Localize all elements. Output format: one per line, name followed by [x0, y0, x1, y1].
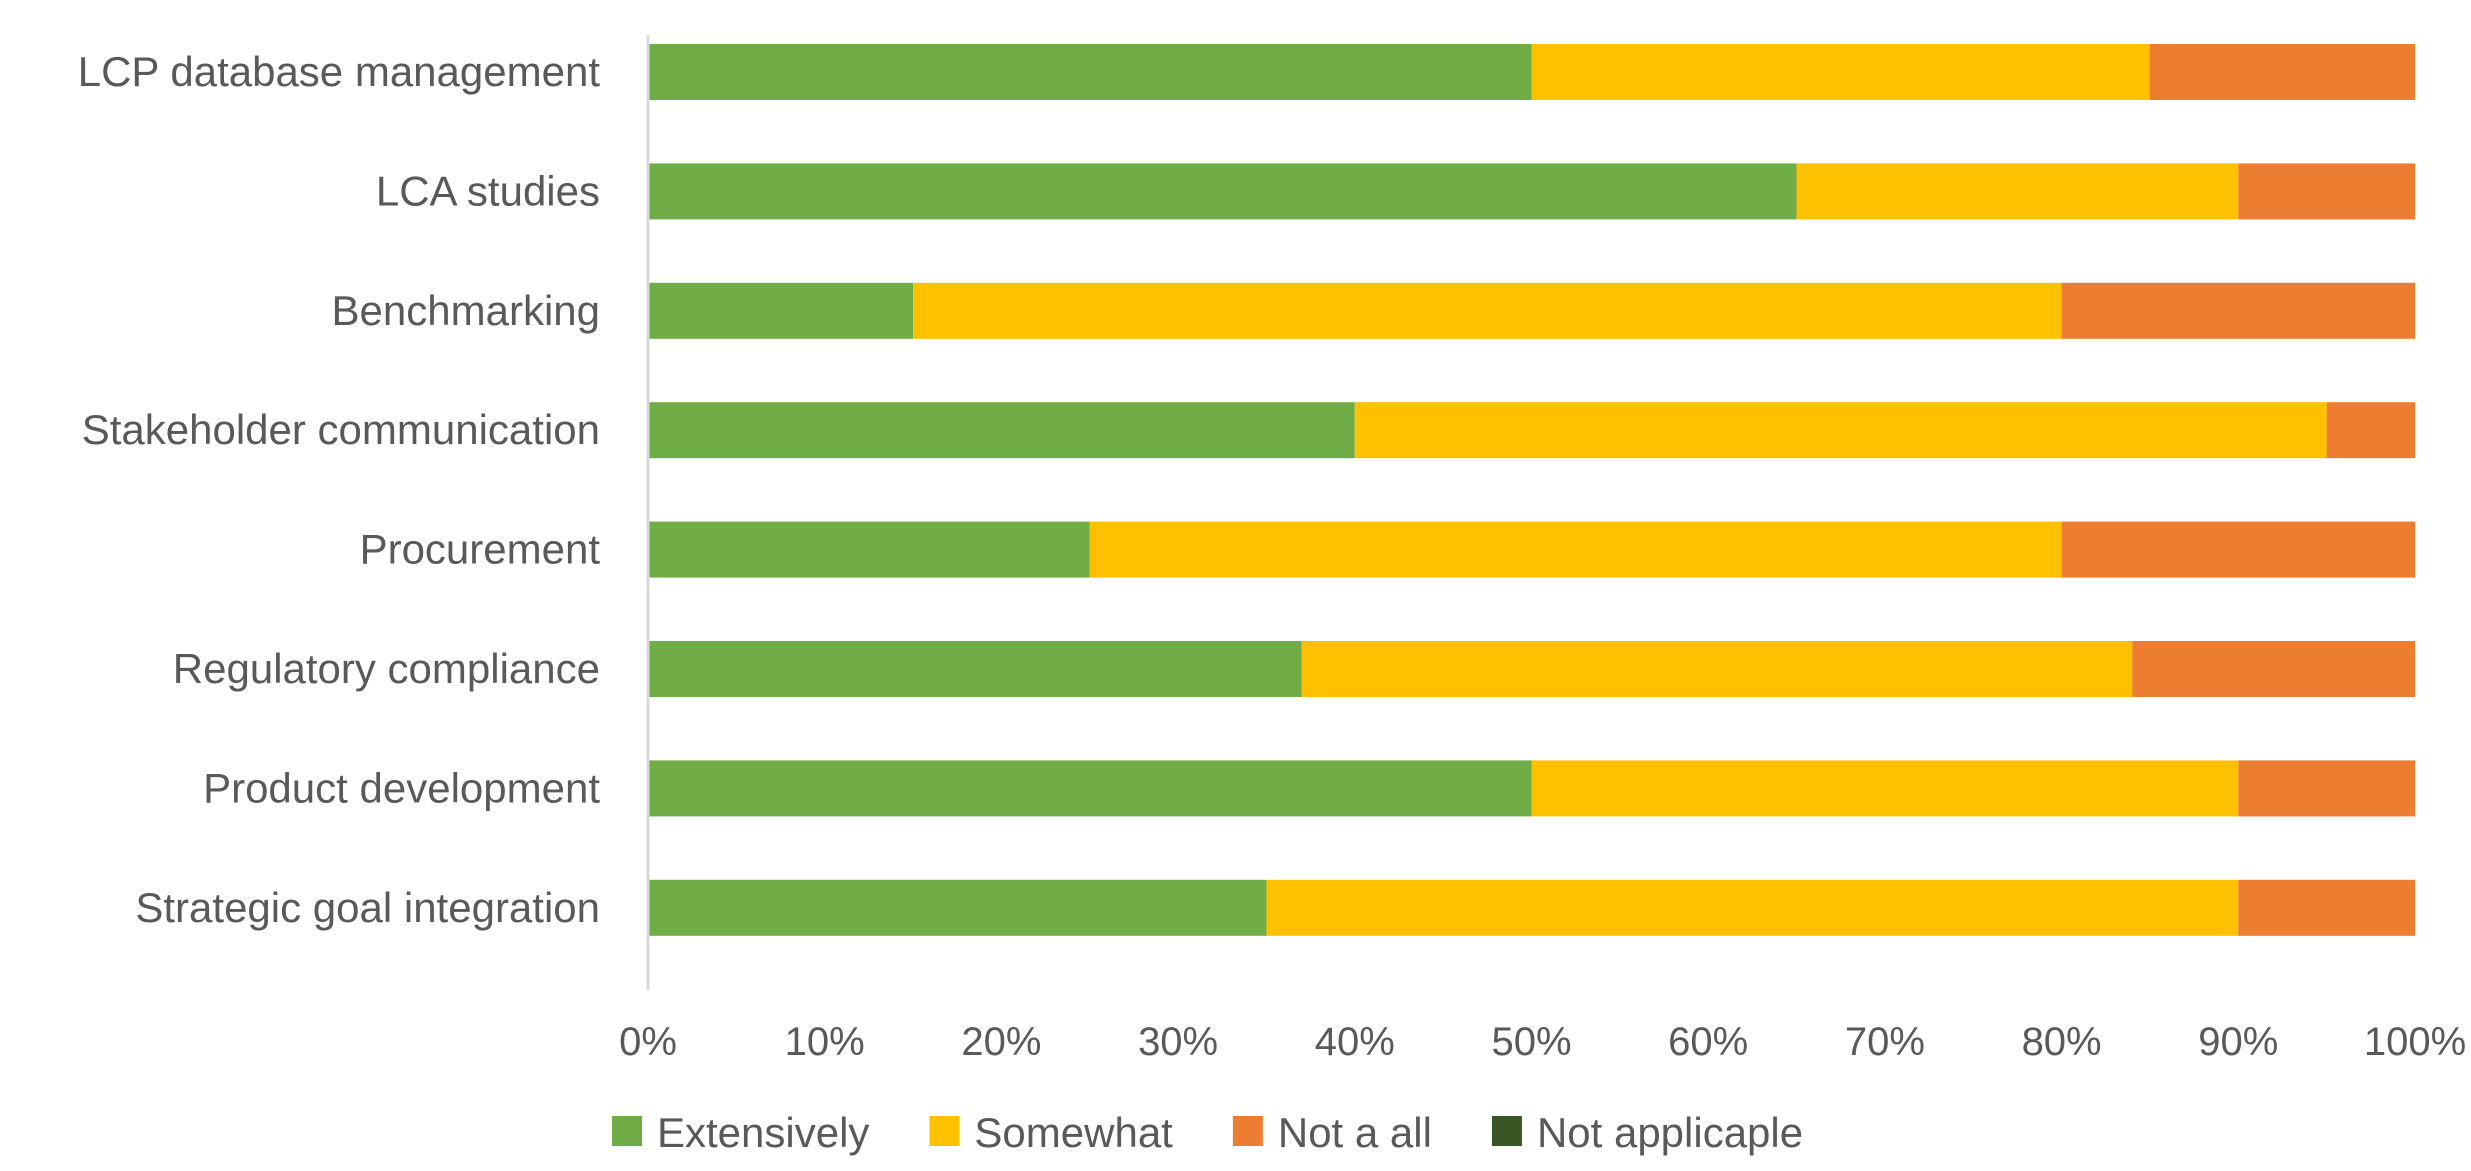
x-tick-label: 60%	[1668, 1020, 1748, 1064]
category-label: Strategic goal integration	[135, 884, 600, 931]
x-tick-label: 90%	[2198, 1020, 2278, 1064]
bar-somewhat-stakeholder-communication	[1354, 402, 2327, 459]
bar-extensively-procurement	[648, 521, 1090, 578]
x-tick-label: 0%	[619, 1020, 677, 1064]
category-label: Stakeholder communication	[82, 406, 600, 453]
category-labels: LCP database management LCA studies Benchm…	[78, 48, 601, 931]
category-label: Product development	[203, 764, 600, 811]
x-tick-label: 40%	[1315, 1020, 1395, 1064]
bar-extensively-regulatory-compliance	[648, 641, 1302, 697]
bar-extensively-lcp-database-management	[648, 44, 1532, 100]
legend-label-not-a-all: Not a all	[1278, 1109, 1432, 1156]
legend-swatch-somewhat	[929, 1116, 960, 1146]
x-axis-tick-labels: 0% 10% 20% 30% 40% 50% 60% 70% 80% 90% 100%	[619, 1020, 2466, 1064]
bar-not-a-all-regulatory-compliance	[2132, 641, 2415, 697]
x-tick-label: 70%	[1845, 1020, 1925, 1064]
bar-somewhat-lca-studies	[1796, 163, 2239, 220]
bar-extensively-benchmarking	[648, 282, 914, 339]
category-label: LCP database management	[78, 48, 601, 95]
x-tick-label: 30%	[1138, 1020, 1218, 1064]
bar-somewhat-regulatory-compliance	[1301, 641, 2133, 697]
legend-swatch-not-a-all	[1232, 1116, 1263, 1146]
category-label: Regulatory compliance	[173, 645, 600, 692]
x-tick-label: 20%	[961, 1020, 1041, 1064]
bar-not-a-all-stakeholder-communication	[2326, 402, 2415, 459]
category-label: Benchmarking	[332, 287, 600, 334]
bar-not-a-all-procurement	[2061, 521, 2415, 578]
bar-not-a-all-strategic-goal-integration	[2238, 879, 2415, 936]
legend-label-somewhat: Somewhat	[974, 1109, 1173, 1156]
bar-not-a-all-product-development	[2238, 760, 2415, 817]
bar-not-a-all-benchmarking	[2061, 282, 2415, 339]
x-tick-label: 10%	[785, 1020, 865, 1064]
legend-label-extensively: Extensively	[657, 1109, 869, 1156]
bar-extensively-lca-studies	[648, 163, 1797, 220]
bar-not-a-all-lcp-database-management	[2149, 44, 2415, 100]
x-tick-label: 50%	[1491, 1020, 1571, 1064]
legend: Extensively Somewhat Not a all Not applicap…	[612, 1109, 1803, 1156]
category-label: LCA studies	[376, 167, 600, 214]
bar-somewhat-product-development	[1531, 760, 2239, 817]
legend-swatch-extensively	[612, 1116, 642, 1146]
legend-swatch-not-applicaple	[1491, 1116, 1522, 1146]
bar-somewhat-lcp-database-management	[1531, 44, 2150, 100]
category-label: Procurement	[360, 526, 601, 573]
bar-somewhat-benchmarking	[913, 282, 2062, 339]
bar-somewhat-strategic-goal-integration	[1266, 879, 2239, 936]
bar-extensively-strategic-goal-integration	[648, 879, 1267, 936]
legend-label-not-applicaple: Not applicaple	[1537, 1109, 1803, 1156]
bar-extensively-stakeholder-communication	[648, 402, 1355, 459]
bar-somewhat-procurement	[1089, 521, 2062, 578]
bars-group	[648, 44, 2415, 936]
bar-not-a-all-lca-studies	[2238, 163, 2415, 220]
x-tick-label: 80%	[2022, 1020, 2102, 1064]
x-tick-label: 100%	[2364, 1020, 2466, 1064]
bar-extensively-product-development	[648, 760, 1532, 817]
